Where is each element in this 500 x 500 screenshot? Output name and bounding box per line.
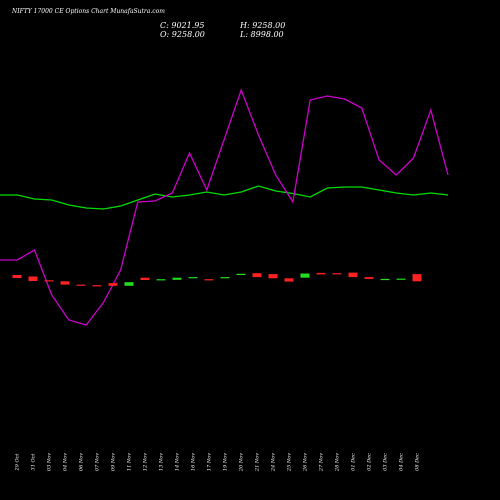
x-tick-label: 29 Oct (15, 453, 21, 472)
x-tick-label: 03 Dec (383, 453, 389, 471)
high-value: H: 9258.00 (240, 21, 286, 30)
chart-title: NIFTY 17000 CE Options Chart MunafaSutra… (12, 8, 165, 15)
candle-down (60, 281, 70, 285)
x-tick-label: 01 Dec (351, 453, 357, 471)
x-tick-label: 20 Nov (239, 453, 245, 472)
x-tick-label: 25 Nov (287, 453, 293, 472)
x-tick-label: 24 Nov (271, 453, 277, 472)
x-tick-label: 26 Nov (303, 453, 309, 472)
x-tick-label: 27 Nov (319, 453, 325, 472)
x-axis-labels: 29 Oct 31 Oct 03 Nov 04 Nov 06 Nov 07 Nov 09 N… (15, 453, 421, 472)
candles-group (12, 272, 422, 287)
candle-up (124, 282, 134, 286)
x-tick-label: 09 Nov (111, 453, 117, 471)
candle-down (92, 285, 102, 287)
middle-line-group (0, 88, 449, 326)
open-value: O: 9258.00 (160, 30, 205, 39)
x-tick-label: 04 Nov (63, 453, 69, 471)
x-tick-label: 03 Nov (47, 453, 53, 471)
candle-up (188, 277, 198, 279)
x-tick-label: 28 Nov (335, 453, 341, 472)
x-tick-label: 08 Dec (415, 453, 421, 471)
candle-down (108, 283, 118, 286)
candle-up (220, 277, 230, 279)
middle-series-line (0, 88, 449, 326)
candle-down (12, 275, 22, 278)
candle-down (252, 273, 262, 278)
x-tick-label: 02 Dec (367, 453, 373, 471)
candle-down (332, 273, 342, 275)
candle-down (364, 277, 374, 279)
x-tick-label: 12 Nov (143, 453, 149, 471)
candle-up (172, 277, 182, 280)
candle-up (396, 278, 406, 280)
candle-up (236, 273, 246, 275)
candle-down (284, 278, 294, 282)
x-tick-label: 07 Nov (95, 453, 101, 471)
low-value: L: 8998.00 (240, 30, 284, 39)
candle-down (76, 284, 86, 286)
candle-up (300, 273, 310, 278)
candle-down (140, 277, 150, 280)
candle-down (316, 272, 326, 275)
candle-down (44, 280, 54, 282)
candle-up (380, 278, 390, 281)
candle-down (268, 274, 278, 279)
x-tick-label: 21 Nov (255, 453, 261, 472)
candle-down (204, 279, 214, 281)
x-tick-label: 16 Nov (191, 453, 197, 471)
x-tick-label: 06 Nov (79, 453, 85, 471)
upper-line-group (0, 185, 449, 210)
x-tick-label: 11 Nov (127, 453, 133, 471)
candle-down (348, 272, 358, 278)
candle-down (412, 274, 422, 282)
x-tick-label: 14 Nov (175, 453, 181, 471)
close-value: C: 9021.95 (160, 21, 205, 30)
upper-series-line (0, 185, 449, 210)
x-tick-label: 13 Nov (159, 453, 165, 471)
candle-up (156, 279, 166, 281)
x-tick-label: 04 Dec (399, 453, 405, 471)
x-tick-label: 19 Nov (223, 453, 229, 471)
x-tick-label: 17 Nov (207, 453, 213, 471)
candle-down (28, 276, 38, 281)
x-tick-label: 31 Oct (31, 453, 37, 471)
